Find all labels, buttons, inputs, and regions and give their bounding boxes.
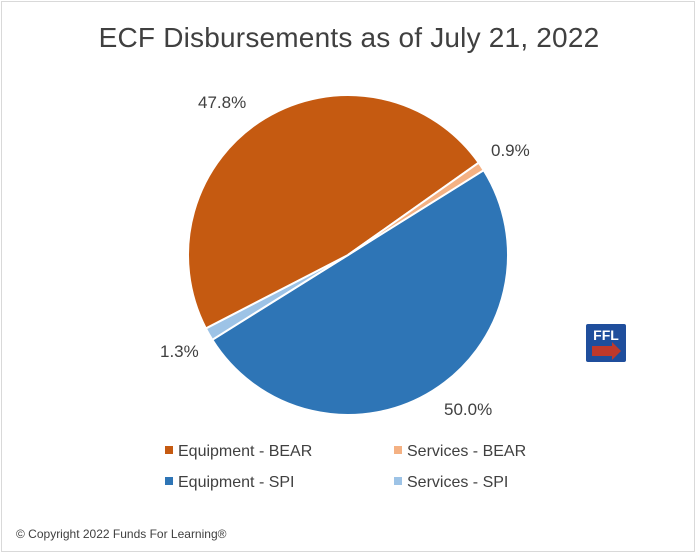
ffl-logo: FFL (586, 324, 626, 362)
pie-slice-equipment-spi (210, 168, 509, 416)
legend-swatch-services-spi (394, 477, 402, 485)
ffl-logo-arrow-icon (592, 342, 621, 360)
legend-swatch-equipment-spi (165, 477, 173, 485)
slice-labels: 47.8% 0.9% 50.0% 1.3% (160, 93, 530, 419)
legend: Equipment - BEAR Services - BEAR Equipme… (165, 443, 526, 491)
slice-label-services-spi: 1.3% (160, 342, 199, 361)
legend-label-services-spi: Services - SPI (407, 474, 508, 491)
legend-label-equipment-spi: Equipment - SPI (178, 474, 295, 491)
legend-swatch-equipment-bear (165, 446, 173, 454)
pie-slice-equipment-bear (187, 94, 481, 330)
legend-swatch-services-bear (394, 446, 402, 454)
slice-label-services-bear: 0.9% (491, 141, 530, 160)
ffl-logo-text: FFL (593, 327, 619, 343)
slice-label-equipment-bear: 47.8% (198, 93, 246, 112)
pie-slice-services-bear (347, 161, 486, 256)
legend-label-services-bear: Services - BEAR (407, 443, 526, 460)
copyright-footer: © Copyright 2022 Funds For Learning® (16, 527, 227, 541)
slice-label-equipment-spi: 50.0% (444, 400, 492, 419)
pie-slices (187, 94, 509, 416)
legend-label-equipment-bear: Equipment - BEAR (178, 443, 312, 460)
chart-title: ECF Disbursements as of July 21, 2022 (98, 22, 600, 53)
